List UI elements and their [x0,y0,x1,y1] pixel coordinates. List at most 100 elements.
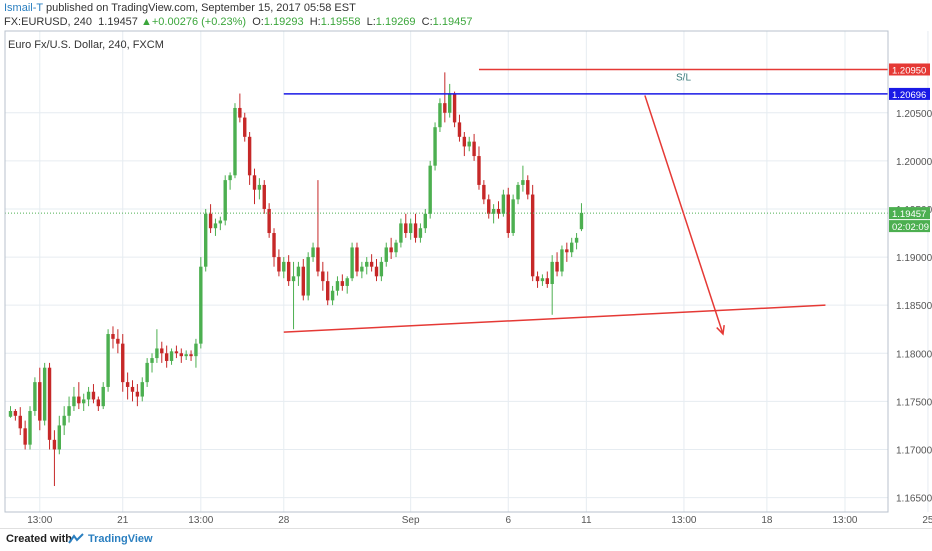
candle-body [257,184,262,190]
candle-body [404,223,408,234]
candle-body [540,278,545,282]
candle-body [452,93,457,123]
open-value: 1.19293 [263,16,304,28]
candle-body [526,180,530,195]
candle-body [57,425,61,450]
candle-body [174,351,179,354]
candle-body [433,127,437,166]
low-label: L: [366,16,376,28]
candle-body [208,213,213,229]
candle-body [42,367,47,421]
chart-title: Euro Fx/U.S. Dollar, 240, FXCM [8,39,164,51]
candle-body [326,281,330,301]
candle-body [125,382,130,387]
candle-body [13,410,18,416]
candle-body [350,247,354,279]
candle-body [462,136,467,147]
candle-body [365,261,369,267]
candles [8,72,584,487]
candle-body [579,212,584,230]
candle-body [262,184,266,209]
x-tick-label: 21 [117,515,129,526]
tradingview-brand[interactable]: TradingView [88,533,153,545]
candle-body [355,247,359,272]
candle-body [335,281,340,291]
candle-body [555,261,559,272]
candle-body [184,354,188,357]
candle-body [135,391,140,397]
candle-body [38,382,42,421]
candle-body [506,194,510,234]
candle-body [394,242,398,253]
candle-body [565,249,569,253]
candle-body [516,184,520,200]
price-tag-bg [889,63,930,76]
y-tick-label: 1.18000 [896,349,932,360]
candle-body [482,184,486,200]
published-text: published on TradingView.com, September … [42,2,356,14]
price-tag-bg [889,87,930,100]
candle-body [150,358,154,363]
y-tick-label: 1.19000 [896,253,932,264]
stop-loss-label: S/L [676,72,691,83]
candle-body [62,415,66,426]
change-arrow-icon: ▲ [140,16,152,28]
chart-header: Ismail-T published on TradingView.com, S… [4,1,924,29]
candle-body [545,278,549,285]
candle-body [252,175,257,190]
candle-body [52,439,57,450]
candle-body [213,223,218,229]
candle-body [384,247,388,262]
candle-body [428,165,432,214]
candle-body [86,391,91,400]
tradingview-logo-icon [68,533,84,544]
candle-body [316,247,320,272]
candle-body [33,382,37,411]
grid-lines [5,31,929,512]
y-tick-label: 1.18500 [896,301,932,312]
candle-body [155,348,159,359]
candle-body [267,208,271,234]
candle-body [291,276,296,282]
candle-body [160,348,164,354]
candle-body [164,353,169,361]
candle-body [340,281,345,286]
candle-body [277,257,281,272]
candle-body [28,410,32,445]
y-tick-label: 1.17000 [896,445,932,456]
candle-body [169,351,174,361]
candle-body [47,367,52,440]
candle-body [204,213,208,267]
candle-body [311,247,315,258]
candle-body [233,107,237,176]
author-link[interactable]: Ismail-T [4,2,43,14]
candle-body [121,343,125,383]
candle-body [535,276,540,282]
candlestick-chart[interactable]: S/L 1.165001.170001.175001.180001.185001… [0,0,932,528]
symbol-quote-line: FX:EURUSD, 240 1.19457 ▲+0.00276 (+0.23%… [4,15,924,29]
candle-body [511,199,515,234]
candle-body [330,290,335,301]
candle-body [477,156,481,185]
candle-body [286,261,291,282]
axes: 1.16500 1.17000 1.17500 1.18000 1.18500 1.190… [4,30,932,526]
drawings: S/L [5,68,888,336]
candle-body [72,396,76,407]
candle-body [501,194,506,214]
candle-body [116,338,120,344]
x-tick-label: 13:00 [832,515,857,526]
candle-body [18,415,22,429]
candle-body [218,220,223,224]
close-value: 1.19457 [432,16,473,28]
candle-body [413,223,418,238]
candle-body [496,208,501,214]
plot-border [4,30,889,513]
price-tag-label: 1.20950 [892,65,926,76]
candle-body [448,93,452,113]
candle-body [472,141,476,157]
candle-body [106,334,110,387]
candle-body [467,141,471,147]
candle-body [145,362,149,383]
candle-body [487,199,491,214]
candle-body [82,399,86,404]
